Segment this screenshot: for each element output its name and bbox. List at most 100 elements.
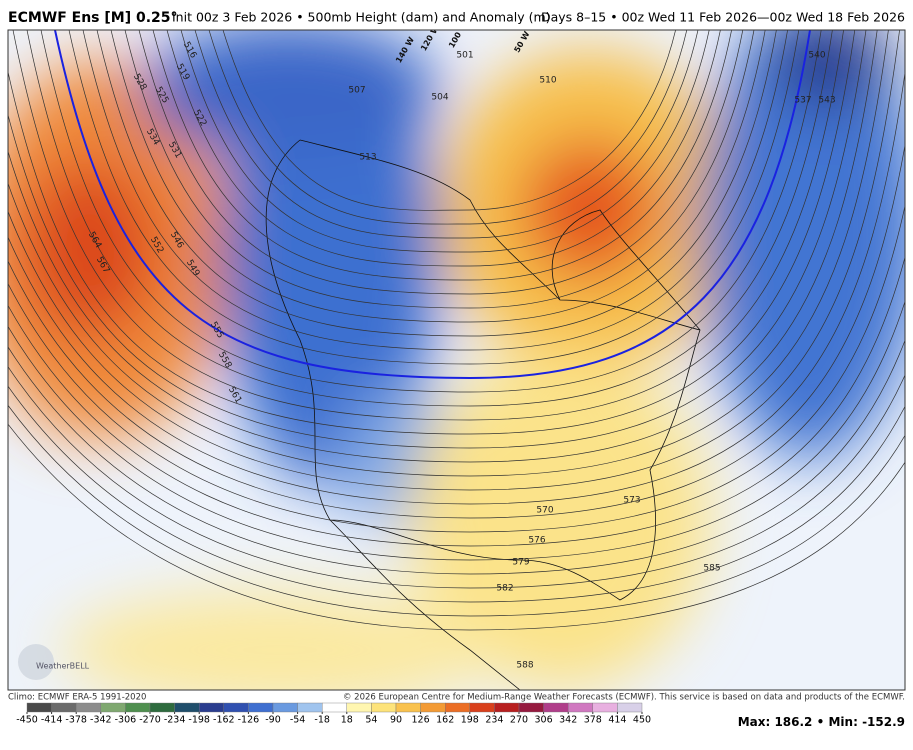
contour-label: 510 [539, 76, 556, 86]
colorbar-tick-label: -198 [188, 715, 210, 726]
contour-line [8, 30, 867, 449]
colorbar-swatch [75, 702, 101, 713]
colorbar-swatch [322, 702, 348, 713]
contour-line [8, 204, 905, 533]
colorbar-tick-label: 90 [390, 715, 402, 726]
contour-label: 507 [348, 86, 365, 96]
logo: WeatherBELL [36, 662, 90, 671]
colorbar-tick-label: -342 [90, 715, 112, 726]
contour-line [8, 385, 905, 603]
colorbar-tick-label: -18 [314, 715, 330, 726]
climo-note: Climo: ECMWF ERA-5 1991-2020 [8, 693, 146, 703]
contour-line [12, 30, 844, 421]
contour-line [8, 300, 905, 561]
contour-line [222, 30, 676, 211]
colorbar-tick-label: -414 [41, 715, 63, 726]
contour-line [138, 30, 744, 295]
contour-label: 501 [456, 51, 473, 61]
contour-line [180, 30, 710, 253]
contour-line [82, 30, 788, 351]
colorbar-tick-label: -378 [65, 715, 87, 726]
colorbar-swatch [494, 702, 520, 713]
colorbar-tick-label: 54 [365, 715, 377, 726]
contour-label: 573 [623, 496, 640, 506]
colorbar-tick-label: 198 [461, 715, 479, 726]
contour-line [110, 30, 766, 323]
colorbar-tick-label: 450 [633, 715, 651, 726]
contour-line [194, 30, 699, 239]
highlight-contour [54, 30, 811, 380]
contour-label: 576 [528, 536, 545, 546]
separator: • [817, 715, 825, 729]
contour-label: 537 [794, 96, 811, 106]
copyright: © 2026 European Centre for Medium-Range … [343, 693, 905, 703]
contour-line [124, 30, 755, 309]
colorbar-tick-label: -450 [16, 715, 38, 726]
colorbar-swatch [149, 702, 175, 713]
contour-label: 543 [818, 96, 835, 106]
colorbar-tick-label: 162 [436, 715, 454, 726]
colorbar-tick-label: 234 [485, 715, 503, 726]
contour-line [166, 30, 721, 267]
colorbar-tick-label: 270 [510, 715, 528, 726]
contour-line [26, 30, 833, 407]
logo-badge [18, 644, 54, 680]
valid-period: Days 8–15 • 00z Wed 11 Feb 2026—00z Wed … [541, 10, 905, 25]
colorbar-swatch [26, 702, 52, 713]
colorbar-tick-label: 306 [535, 715, 553, 726]
map-description: Init 00z 3 Feb 2026 • 500mb Height (dam)… [172, 10, 551, 25]
colorbar-tick-label: -54 [290, 715, 306, 726]
colorbar-tick-label: 18 [341, 715, 353, 726]
contour-line [8, 255, 905, 547]
colorbar-swatch [371, 702, 397, 713]
contour-label: 570 [536, 506, 553, 516]
colorbar-swatch [469, 702, 495, 713]
contour-line [8, 423, 905, 631]
colorbar-swatch [420, 702, 446, 713]
contour-line [208, 30, 688, 225]
colorbar-swatch [518, 702, 544, 713]
colorbar-tick-label: -234 [164, 715, 186, 726]
colorbar: -450 -414 -378 -342 -306 -270 -234 -198 -162 -126… [16, 702, 651, 726]
contour-line [8, 365, 905, 589]
contour-label: 585 [703, 564, 720, 574]
colorbar-swatch [543, 702, 569, 713]
contour-label: 540 [808, 51, 825, 61]
max-value: 186.2 [774, 715, 812, 729]
colorbar-tick-label: -270 [139, 715, 161, 726]
colorbar-tick-label: -162 [213, 715, 235, 726]
contour-line [8, 339, 905, 575]
colorbar-swatch [174, 702, 200, 713]
colorbar-tick-label: 378 [584, 715, 602, 726]
contour-line [8, 70, 905, 505]
colorbar-swatch [272, 702, 298, 713]
min-label: Min: [828, 715, 857, 729]
colorbar-swatch [568, 702, 594, 713]
contour-line [8, 30, 889, 477]
contour-line [8, 404, 905, 617]
contour-line [40, 30, 822, 393]
colorbar-swatch [100, 702, 126, 713]
colorbar-swatch [297, 702, 323, 713]
colorbar-swatch [125, 702, 151, 713]
colorbar-swatch [248, 702, 274, 713]
colorbar-tick-label: 414 [608, 715, 626, 726]
contour-line [152, 30, 732, 281]
extremes: Max: 186.2 • Min: -152.9 [738, 715, 905, 729]
colorbar-tick-label: 342 [559, 715, 577, 726]
colorbar-swatch [592, 702, 618, 713]
max-label: Max: [738, 715, 771, 729]
map-frame [7, 29, 906, 691]
contour-label: 588 [516, 661, 533, 671]
colorbar-swatch [198, 702, 224, 713]
colorbar-swatch [617, 702, 643, 713]
colorbar-tick-label: -306 [115, 715, 137, 726]
map-area: 5165195225255285315345465495525555585615… [8, 30, 905, 690]
colorbar-tick-label: 126 [412, 715, 430, 726]
contour-label: 582 [496, 584, 513, 594]
min-value: -152.9 [862, 715, 905, 729]
contour-line [8, 30, 856, 435]
model-title: ECMWF Ens [M] 0.25° [8, 10, 178, 26]
colorbar-tick-label: -126 [238, 715, 260, 726]
contour-line [96, 30, 777, 337]
